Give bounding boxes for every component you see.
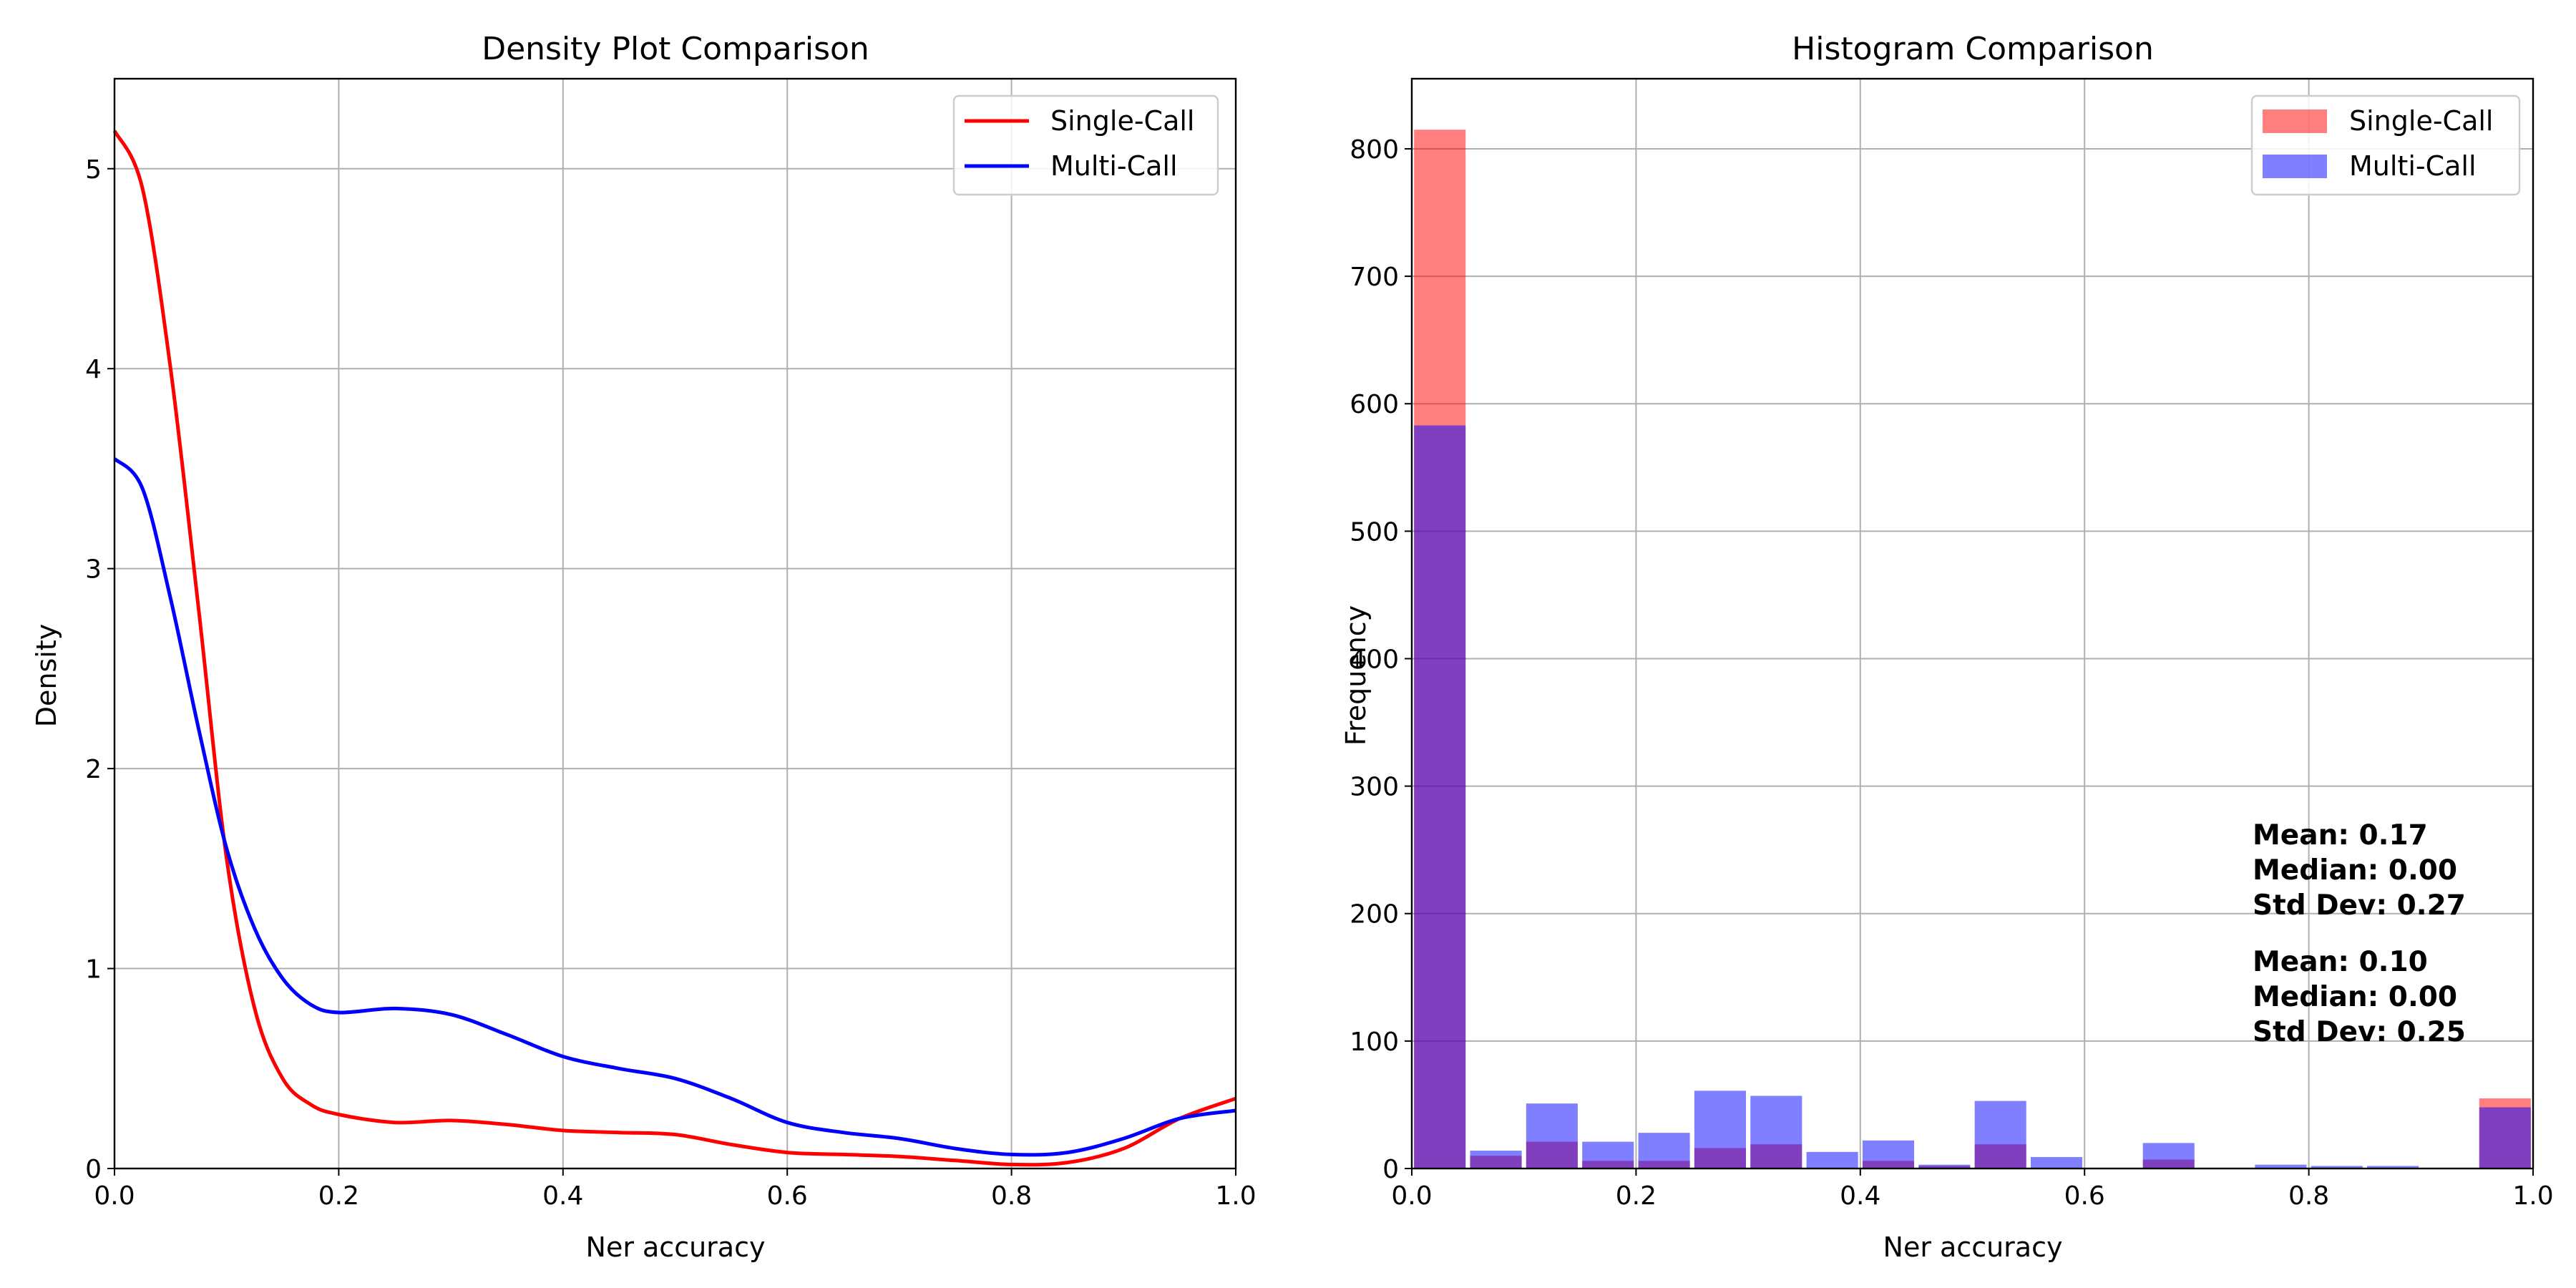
histogram-bar-multi-call xyxy=(2367,1166,2419,1169)
histogram-bar-multi-call xyxy=(1582,1141,1634,1169)
density-plot-panel: 0.0 0.2 0.4 0.6 0.8 1.0 0 1 2 3 4 5 Density Plot Co… xyxy=(31,31,1257,1263)
multi-call-median: Median: 0.00 xyxy=(2253,854,2457,887)
histogram-bar-multi-call xyxy=(1414,425,1466,1169)
histogram-bar-multi-call xyxy=(1918,1164,1971,1169)
histogram-bar-multi-call xyxy=(2030,1156,2083,1169)
histogram-bar-multi-call xyxy=(2255,1164,2307,1169)
histogram-bar-multi-call xyxy=(1638,1133,1690,1169)
density-ytick-label: 0 xyxy=(85,1155,102,1184)
density-xlabel: Ner accuracy xyxy=(586,1231,766,1263)
histogram-xtick-label: 0.2 xyxy=(1616,1181,1657,1211)
density-title: Density Plot Comparison xyxy=(482,31,869,67)
density-line-single-call xyxy=(112,130,1236,1167)
histogram-stats: Mean: 0.17 Median: 0.00 Std Dev: 0.27 Me… xyxy=(2253,819,2466,1048)
density-xtick-label: 0.0 xyxy=(94,1181,135,1211)
single-call-mean: Mean: 0.10 xyxy=(2253,946,2428,978)
histogram-grid xyxy=(1411,79,2534,1169)
histogram-legend-label-single: Single-Call xyxy=(2349,105,2493,137)
histogram-bar-multi-call xyxy=(2311,1166,2363,1169)
density-legend-label-multi: Multi-Call xyxy=(1050,150,1178,182)
histogram-bar-multi-call xyxy=(1750,1096,1802,1169)
histogram-ytick-label: 600 xyxy=(1350,390,1399,419)
histogram-ytick-label: 500 xyxy=(1350,517,1399,547)
density-xtick-label: 1.0 xyxy=(1215,1181,1256,1211)
density-ytick-label: 3 xyxy=(85,555,102,585)
histogram-bar-multi-call xyxy=(1974,1101,2026,1169)
density-plot-area xyxy=(112,130,1236,1167)
histogram-bar-multi-call xyxy=(1694,1091,1746,1169)
multi-call-std-dev: Std Dev: 0.27 xyxy=(2253,889,2466,922)
density-axes-frame xyxy=(113,77,1237,1170)
density-legend-label-single: Single-Call xyxy=(1050,105,1194,137)
histogram-ticks: 0.0 0.2 0.4 0.6 0.8 1.0 0 100 200 300 400 500 600 700… xyxy=(1350,135,2553,1211)
histogram-bar-multi-call xyxy=(1862,1140,1915,1169)
density-xtick-label: 0.2 xyxy=(318,1181,359,1211)
histogram-ytick-label: 0 xyxy=(1382,1155,1399,1184)
histogram-ytick-label: 300 xyxy=(1350,773,1399,802)
histogram-ytick-label: 200 xyxy=(1350,900,1399,930)
histogram-ytick-label: 400 xyxy=(1350,645,1399,674)
histogram-legend-swatch-multi xyxy=(2263,155,2327,178)
histogram-xlabel: Ner accuracy xyxy=(1883,1231,2063,1263)
density-ticks: 0.0 0.2 0.4 0.6 0.8 1.0 0 1 2 3 4 5 xyxy=(85,155,1257,1211)
histogram-ylabel: Frequency xyxy=(1340,605,1372,746)
density-xtick-label: 0.6 xyxy=(767,1181,808,1211)
histogram-xtick-label: 0.8 xyxy=(2288,1181,2329,1211)
histogram-xtick-label: 0.0 xyxy=(1391,1181,1432,1211)
histogram-title: Histogram Comparison xyxy=(1792,31,2154,67)
histogram-axes-frame xyxy=(1410,77,2534,1170)
density-legend: Single-Call Multi-Call xyxy=(952,94,1219,196)
histogram-bar-multi-call xyxy=(2479,1107,2531,1169)
density-ytick-label: 5 xyxy=(85,155,102,185)
density-line-multi-call xyxy=(113,457,1236,1157)
histogram-bar-multi-call xyxy=(1806,1151,1858,1169)
density-xtick-label: 0.4 xyxy=(542,1181,583,1211)
density-ytick-label: 2 xyxy=(85,755,102,784)
histogram-xtick-label: 0.4 xyxy=(1840,1181,1880,1211)
histogram-legend-swatch-single xyxy=(2263,109,2327,133)
histogram-panel: 0.0 0.2 0.4 0.6 0.8 1.0 0 100 200 300 400 500 600 700… xyxy=(1340,31,2554,1263)
histogram-bar-multi-call xyxy=(1526,1103,1578,1169)
histogram-bar-multi-call xyxy=(1470,1151,1522,1169)
histogram-xtick-label: 0.6 xyxy=(2064,1181,2105,1211)
density-xtick-label: 0.8 xyxy=(991,1181,1032,1211)
single-call-median: Median: 0.00 xyxy=(2253,981,2457,1013)
histogram-ytick-label: 100 xyxy=(1350,1028,1399,1057)
density-ytick-label: 4 xyxy=(85,355,102,384)
histogram-bar-multi-call xyxy=(2142,1143,2195,1169)
histogram-legend-label-multi: Multi-Call xyxy=(2349,150,2477,182)
histogram-ytick-label: 800 xyxy=(1350,135,1399,165)
multi-call-mean: Mean: 0.17 xyxy=(2253,819,2428,852)
histogram-ytick-label: 700 xyxy=(1350,263,1399,292)
density-ytick-label: 1 xyxy=(85,955,102,985)
single-call-std-dev: Std Dev: 0.25 xyxy=(2253,1016,2466,1048)
histogram-plot-area xyxy=(1414,130,2531,1169)
histogram-xtick-label: 1.0 xyxy=(2512,1181,2553,1211)
density-ylabel: Density xyxy=(31,624,62,727)
histogram-legend: Single-Call Multi-Call xyxy=(2250,94,2521,196)
